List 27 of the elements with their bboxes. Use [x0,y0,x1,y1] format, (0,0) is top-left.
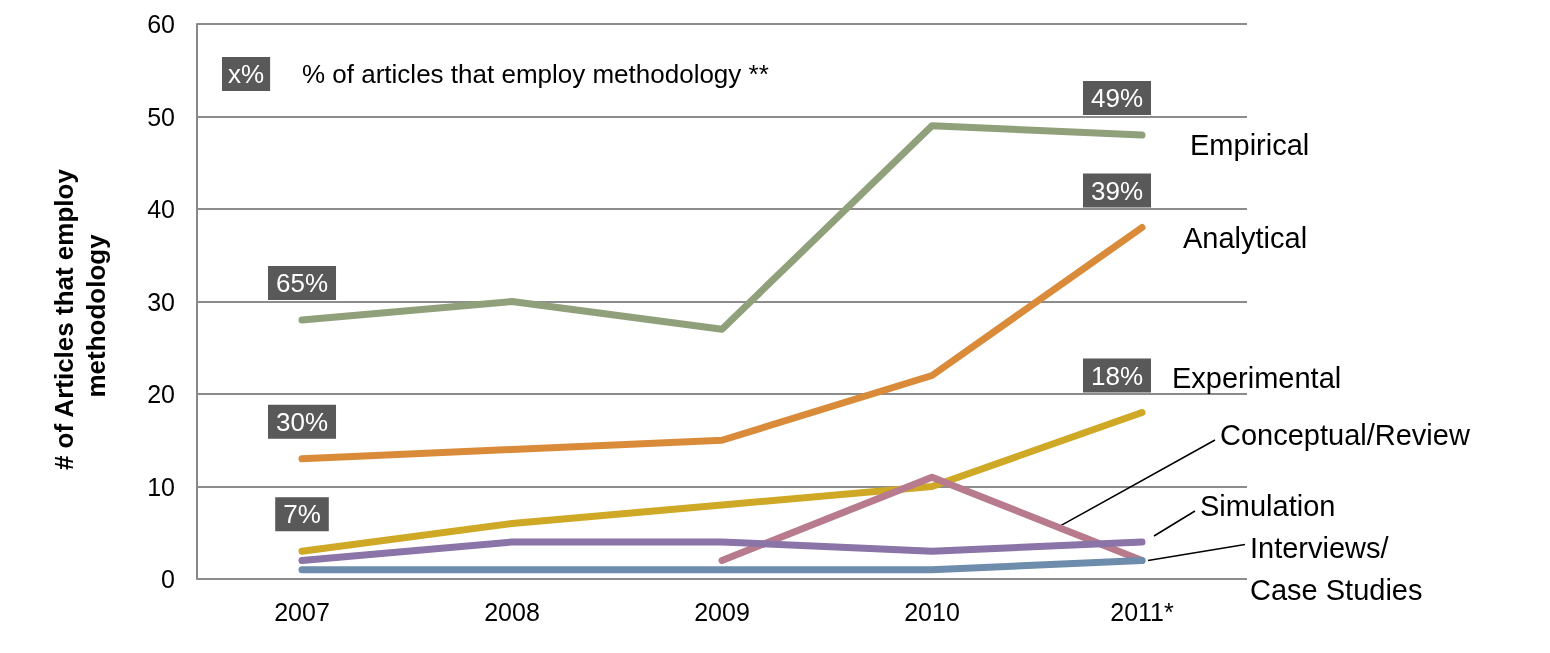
x-tick-label: 2007 [274,597,330,626]
y-tick-label: 0 [161,565,175,593]
y-tick-label: 60 [147,10,175,38]
series-label: Experimental [1172,361,1342,394]
text: Interviews/ Case Studies [1250,531,1423,606]
series-label: Empirical [1190,129,1310,161]
annotation: 18% [1090,360,1144,391]
annotation: 65% [275,268,329,298]
text: Simulation [1200,490,1336,522]
text: Conceptual/Review [1220,419,1471,451]
annotation: 49% [1090,83,1144,113]
x-tick-label: 2010 [904,597,960,626]
annotation: 7% [283,499,321,530]
annotation: 30% [275,406,329,437]
y-tick-label: 20 [147,380,175,408]
annotation: % of articles that employ methodology ** [302,59,769,89]
y-axis-title: # of Articles that employ methodology [49,161,111,471]
series-label: Analytical [1183,221,1308,254]
y-tick-label: 30 [147,287,175,316]
y-tick-label: 50 [147,102,175,131]
x-tick-label: 2008 [484,597,540,626]
y-tick-label: 40 [147,195,175,223]
x-tick-label: 2011* [1110,597,1175,626]
x-tick-label: 2009 [694,597,750,626]
annotation: x% [228,59,265,89]
annotation: 39% [1090,175,1144,206]
y-tick-label: 10 [147,472,175,501]
